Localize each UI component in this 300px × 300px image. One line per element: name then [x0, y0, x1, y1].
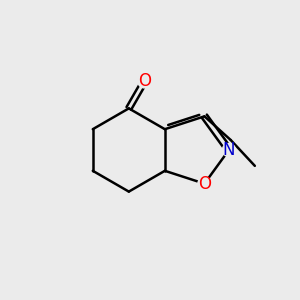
Circle shape: [198, 177, 211, 190]
Text: O: O: [138, 72, 151, 90]
Text: N: N: [223, 141, 235, 159]
Circle shape: [138, 75, 151, 88]
Text: O: O: [198, 175, 211, 193]
Circle shape: [222, 143, 236, 157]
